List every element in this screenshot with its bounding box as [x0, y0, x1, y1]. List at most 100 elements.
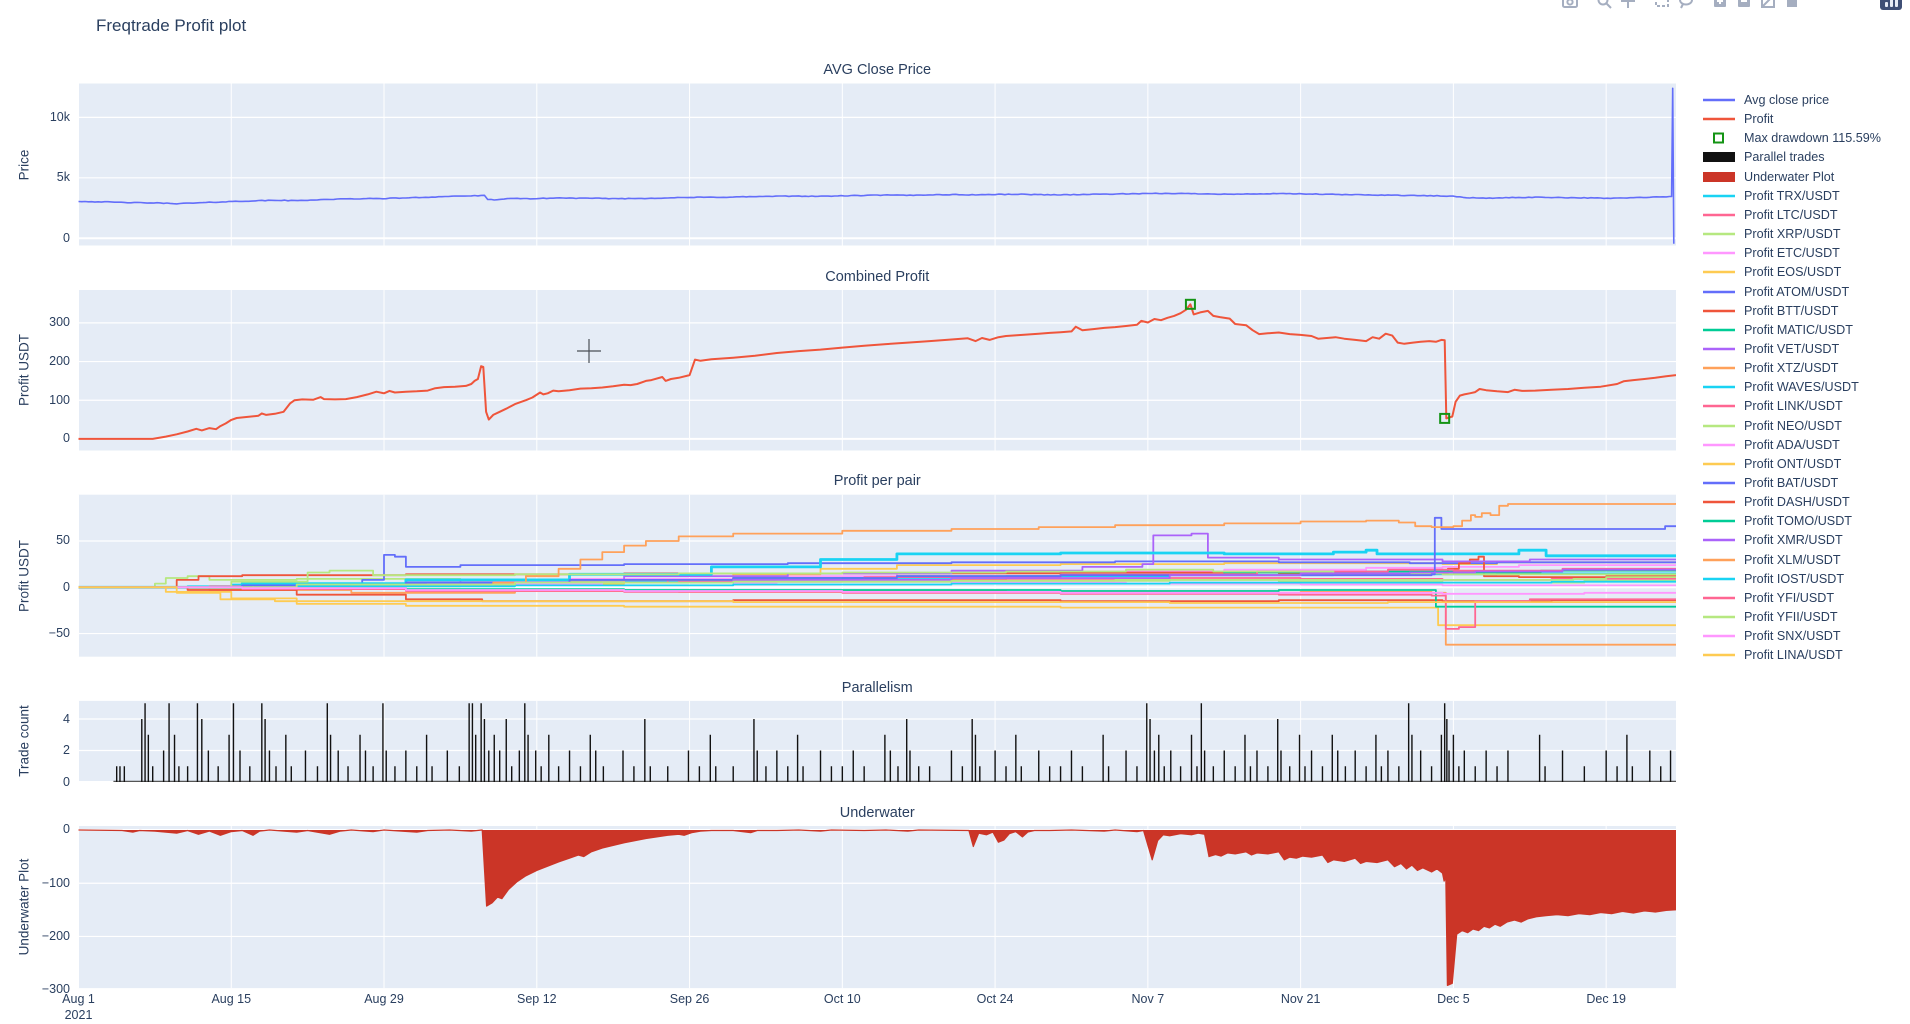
- trade-count-bar[interactable]: [1496, 766, 1498, 782]
- trade-count-bar[interactable]: [1070, 750, 1073, 782]
- trade-count-bar[interactable]: [275, 766, 277, 782]
- legend-item-profit[interactable]: Profit: [1702, 111, 1773, 128]
- trade-count-bar[interactable]: [1561, 750, 1564, 782]
- trade-count-bar[interactable]: [196, 703, 199, 782]
- trade-count-bar[interactable]: [382, 703, 384, 782]
- trade-count-bar[interactable]: [1649, 750, 1651, 782]
- trade-count-bar[interactable]: [1458, 766, 1460, 782]
- trade-count-bar[interactable]: [1038, 750, 1040, 782]
- trade-count-bar[interactable]: [416, 766, 418, 782]
- trade-count-bar[interactable]: [385, 750, 387, 782]
- legend-item-profit-snx-usdt[interactable]: Profit SNX/USDT: [1702, 628, 1841, 645]
- trade-count-bar[interactable]: [1249, 766, 1252, 782]
- trade-count-bar[interactable]: [698, 766, 701, 782]
- trade-count-bar[interactable]: [471, 703, 474, 782]
- trade-count-bar[interactable]: [364, 750, 367, 782]
- legend-item-profit-tomo-usdt[interactable]: Profit TOMO/USDT: [1702, 513, 1852, 530]
- trade-count-bar[interactable]: [1354, 750, 1356, 782]
- trade-count-bar[interactable]: [1234, 766, 1236, 782]
- trade-count-bar[interactable]: [589, 734, 591, 782]
- legend-item-profit-ada-usdt[interactable]: Profit ADA/USDT: [1702, 436, 1840, 453]
- trade-count-bar[interactable]: [1212, 766, 1215, 782]
- zoom-out-icon[interactable]: [1732, 0, 1756, 12]
- trade-count-bar[interactable]: [304, 750, 307, 782]
- trade-count-bar[interactable]: [1158, 734, 1160, 782]
- legend-item-avg-close-price[interactable]: Avg close price: [1702, 92, 1829, 109]
- trade-count-bar[interactable]: [511, 766, 513, 782]
- trade-count-bar[interactable]: [1626, 734, 1628, 782]
- trade-count-bar[interactable]: [1015, 734, 1017, 782]
- trade-count-bar[interactable]: [1102, 734, 1104, 782]
- trade-count-bar[interactable]: [1660, 766, 1662, 782]
- trade-count-bar[interactable]: [644, 719, 646, 782]
- trade-count-bar[interactable]: [1081, 766, 1084, 782]
- legend-item-profit-yfii-usdt[interactable]: Profit YFII/USDT: [1702, 609, 1838, 626]
- trade-count-bar[interactable]: [1146, 703, 1148, 782]
- trade-count-bar[interactable]: [819, 750, 822, 782]
- trade-count-bar[interactable]: [1365, 766, 1367, 782]
- trade-count-bar[interactable]: [1411, 734, 1413, 782]
- trade-count-bar[interactable]: [527, 734, 529, 782]
- trade-count-bar[interactable]: [1196, 766, 1198, 782]
- trade-count-bar[interactable]: [994, 750, 996, 782]
- legend-item-profit-etc-usdt[interactable]: Profit ETC/USDT: [1702, 245, 1840, 262]
- trade-count-bar[interactable]: [518, 750, 521, 782]
- legend-item-profit-link-usdt[interactable]: Profit LINK/USDT: [1702, 398, 1843, 415]
- trade-count-bar[interactable]: [756, 750, 758, 782]
- legend-item-profit-matic-usdt[interactable]: Profit MATIC/USDT: [1702, 321, 1853, 338]
- plot-area-3[interactable]: [78, 700, 1677, 782]
- trade-count-bar[interactable]: [1452, 734, 1455, 782]
- trade-count-bar[interactable]: [732, 766, 734, 782]
- trade-count-bar[interactable]: [1203, 750, 1206, 782]
- plot-area-0[interactable]: [78, 83, 1677, 246]
- trade-count-bar[interactable]: [326, 703, 328, 782]
- trade-count-bar[interactable]: [1669, 750, 1672, 782]
- trade-count-bar[interactable]: [1267, 766, 1269, 782]
- trade-count-bar[interactable]: [974, 734, 977, 782]
- trade-count-bar[interactable]: [622, 750, 624, 782]
- legend-item-max-drawdown-115-59-[interactable]: Max drawdown 115.59%: [1702, 130, 1881, 147]
- trade-count-bar[interactable]: [173, 734, 176, 782]
- trade-count-bar[interactable]: [329, 734, 332, 782]
- legend-item-profit-lina-usdt[interactable]: Profit LINA/USDT: [1702, 647, 1843, 664]
- trade-count-bar[interactable]: [918, 766, 920, 782]
- trade-count-bar[interactable]: [1448, 750, 1450, 782]
- trade-count-bar[interactable]: [1337, 750, 1339, 782]
- series-profit-snx-usdt[interactable]: [78, 586, 1677, 595]
- underwater-area[interactable]: [78, 829, 1677, 986]
- trade-count-bar[interactable]: [1190, 734, 1193, 782]
- trade-count-bar[interactable]: [1310, 750, 1313, 782]
- legend-item-parallel-trades[interactable]: Parallel trades: [1702, 149, 1825, 166]
- series-profit-bat-usdt[interactable]: [78, 516, 1677, 589]
- trade-count-bar[interactable]: [535, 750, 537, 782]
- trade-count-bar[interactable]: [1163, 766, 1165, 782]
- trade-count-bar[interactable]: [405, 750, 407, 782]
- legend-item-profit-dash-usdt[interactable]: Profit DASH/USDT: [1702, 494, 1850, 511]
- trade-count-bar[interactable]: [649, 766, 651, 782]
- legend-item-profit-vet-usdt[interactable]: Profit VET/USDT: [1702, 340, 1839, 357]
- legend-item-profit-btt-usdt[interactable]: Profit BTT/USDT: [1702, 302, 1838, 319]
- trade-count-bar[interactable]: [1149, 719, 1151, 782]
- autoscale-icon[interactable]: [1756, 0, 1780, 12]
- trade-count-bar[interactable]: [1200, 703, 1203, 782]
- trade-count-bar[interactable]: [787, 766, 789, 782]
- trade-count-bar[interactable]: [1398, 766, 1400, 782]
- trade-count-bar[interactable]: [1280, 750, 1282, 782]
- trade-count-bar[interactable]: [1136, 766, 1138, 782]
- trade-count-bar[interactable]: [239, 750, 241, 782]
- trade-count-bar[interactable]: [425, 734, 428, 782]
- trade-count-bar[interactable]: [1485, 750, 1487, 782]
- series-underwater-plot[interactable]: [78, 829, 1677, 986]
- trade-count-bar[interactable]: [268, 750, 271, 782]
- zoom-icon[interactable]: [1592, 0, 1616, 12]
- trade-count-bar[interactable]: [264, 719, 266, 782]
- trade-count-bar[interactable]: [889, 750, 892, 782]
- trade-count-bar[interactable]: [505, 719, 507, 782]
- trade-count-bar[interactable]: [1277, 719, 1279, 782]
- trade-count-bar[interactable]: [144, 703, 146, 782]
- trade-count-bar[interactable]: [884, 734, 886, 782]
- trade-count-bar[interactable]: [830, 766, 833, 782]
- trade-count-bar[interactable]: [548, 734, 550, 782]
- trade-count-bar[interactable]: [863, 766, 865, 782]
- trade-count-bar[interactable]: [579, 766, 582, 782]
